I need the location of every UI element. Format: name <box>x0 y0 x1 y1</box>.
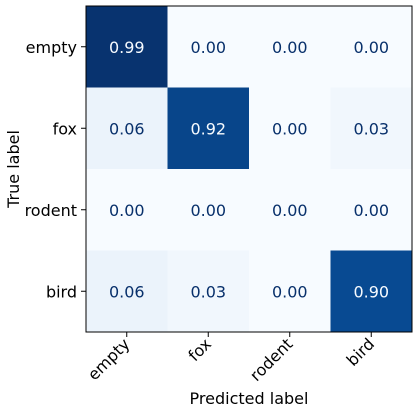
cell-empty-empty <box>86 6 168 88</box>
plot-frame <box>85 5 413 333</box>
cell-fox-fox <box>167 87 249 169</box>
x-tick-label-rodent: rodent <box>246 334 297 385</box>
cell-empty-bird <box>330 6 412 88</box>
cell-rodent-fox <box>167 169 249 251</box>
y-tick-label-bird: bird <box>46 282 77 301</box>
cell-value-label: 0.92 <box>190 119 226 138</box>
cell-fox-empty <box>86 87 168 169</box>
cell-value-label: 0.90 <box>353 282 389 301</box>
cell-value-label: 0.00 <box>272 201 308 220</box>
cell-value-label: 0.03 <box>353 119 389 138</box>
cell-bird-fox <box>167 250 249 332</box>
cell-rodent-bird <box>330 169 412 251</box>
heatmap-cells: 0.99 0.00 0.00 0.00 0.06 0.92 0.00 0.03 0.00 0.00… <box>86 6 412 332</box>
y-tick-label-fox: fox <box>53 119 77 138</box>
cell-fox-bird <box>330 87 412 169</box>
x-tick-label-fox: fox <box>184 334 215 365</box>
x-tick-label-bird: bird <box>343 334 378 369</box>
y-tick-label-rodent: rodent <box>25 201 77 220</box>
cell-bird-empty <box>86 250 168 332</box>
cell-value-label: 0.00 <box>190 201 226 220</box>
cell-value-label: 0.99 <box>109 38 145 57</box>
x-tick-label-empty: empty <box>84 334 134 384</box>
cell-empty-rodent <box>249 6 331 88</box>
x-axis-label: Predicted label <box>190 389 309 408</box>
cell-bird-bird <box>330 250 412 332</box>
cell-rodent-rodent <box>249 169 331 251</box>
cell-value-label: 0.00 <box>109 201 145 220</box>
cell-empty-fox <box>167 6 249 88</box>
cell-value-label: 0.06 <box>109 282 145 301</box>
y-axis-label: True label <box>4 130 23 209</box>
cell-rodent-empty <box>86 169 168 251</box>
cell-value-label: 0.00 <box>190 38 226 57</box>
cell-value-label: 0.00 <box>272 119 308 138</box>
cell-value-label: 0.00 <box>272 38 308 57</box>
cell-value-label: 0.03 <box>190 282 226 301</box>
cell-value-label: 0.00 <box>353 201 389 220</box>
y-tick-label-empty: empty <box>26 38 77 57</box>
cell-bird-rodent <box>249 250 331 332</box>
cell-value-label: 0.00 <box>272 282 308 301</box>
cell-value-label: 0.06 <box>109 119 145 138</box>
cell-value-label: 0.00 <box>353 38 389 57</box>
cell-fox-rodent <box>249 87 331 169</box>
